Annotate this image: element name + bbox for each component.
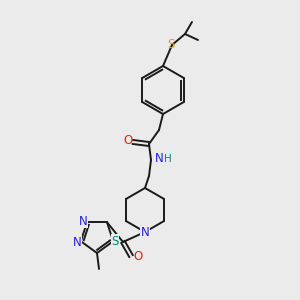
Text: S: S <box>167 38 175 50</box>
Text: N: N <box>141 226 149 238</box>
Text: S: S <box>112 235 119 248</box>
Text: O: O <box>123 134 133 148</box>
Text: O: O <box>134 250 142 262</box>
Text: N: N <box>79 215 87 228</box>
Text: N: N <box>73 236 81 249</box>
Text: N: N <box>154 152 164 166</box>
Text: H: H <box>164 154 172 164</box>
